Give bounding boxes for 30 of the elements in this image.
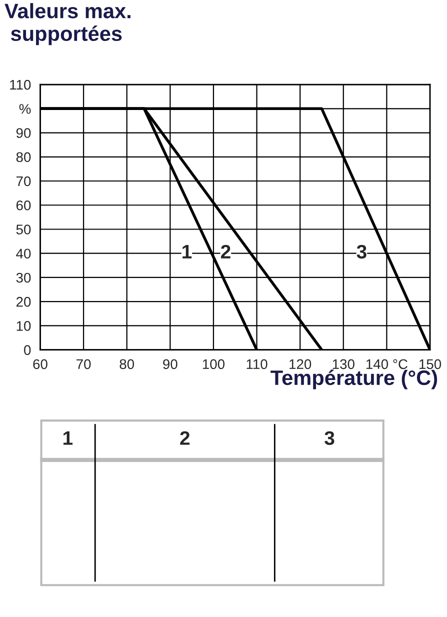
y-tick-label: 60 — [16, 200, 31, 210]
y-tick-label: 70 — [16, 176, 31, 186]
y-tick-label: 10 — [16, 321, 31, 331]
x-tick-label: 80 — [120, 359, 134, 370]
x-tick-label: 60 — [33, 359, 48, 370]
x-tick-label: 130 — [332, 359, 354, 370]
text: 3 — [324, 431, 334, 445]
x-tick-label: 100 — [202, 359, 225, 370]
x-tick-label: 90 — [163, 359, 178, 370]
x-axis-title: Température (°C) — [270, 370, 438, 390]
text: 1 — [63, 431, 73, 445]
y-tick-label: 110 — [10, 80, 31, 90]
y-tick-label: 30 — [16, 272, 31, 283]
x-tick-label: 150 — [419, 359, 442, 370]
y-tick-label: 0 — [24, 345, 31, 356]
x-tick-label: 120 — [290, 359, 312, 370]
chart-title: Valeurs max. supportées — [4, 3, 130, 46]
series-label: 1 — [182, 245, 192, 258]
series-label: 3 — [356, 244, 366, 259]
y-tick-label: 80 — [16, 152, 31, 162]
y-tick-label: % — [19, 104, 31, 114]
text: 2 — [180, 431, 190, 445]
x-tick-label: 70 — [76, 359, 91, 370]
y-tick-label: 20 — [16, 296, 31, 307]
x-tick-label: 110 — [246, 359, 268, 370]
x-tick-label: 140 °C — [366, 359, 408, 370]
y-tick-label: 90 — [16, 128, 31, 138]
series-label: 2 — [220, 244, 230, 258]
y-tick-label: 50 — [16, 224, 31, 234]
y-tick-label: 40 — [16, 248, 31, 259]
